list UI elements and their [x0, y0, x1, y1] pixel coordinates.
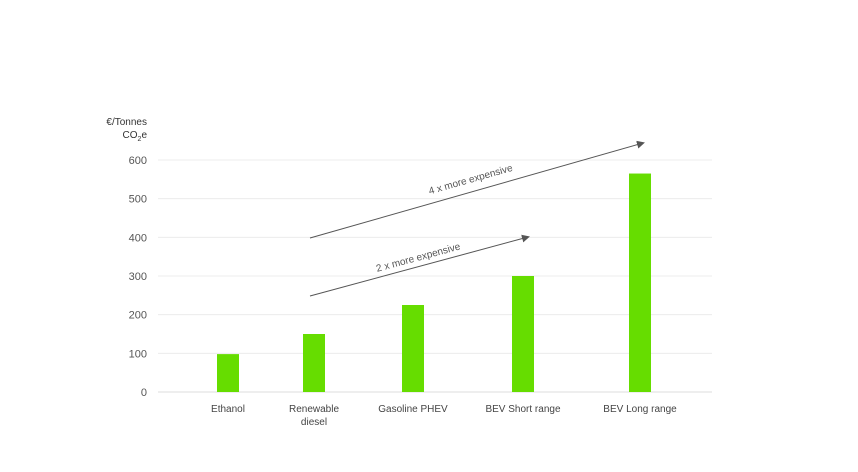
y-tick-label: 0	[141, 387, 147, 399]
y-tick-label: 500	[129, 194, 147, 206]
y-axis-label-line2: CO2e	[123, 130, 148, 143]
y-tick-label: 100	[129, 348, 147, 360]
x-tick-label: BEV Short range	[485, 404, 560, 415]
bar	[512, 276, 534, 392]
x-tick-label: Renewable diesel	[289, 404, 339, 428]
gridlines	[158, 159, 712, 393]
x-axis-labels: Ethanol Renewable diesel Gasoline PHEV BEV S…	[211, 404, 677, 428]
trend-arrow	[309, 234, 530, 297]
y-tick-label: 300	[129, 271, 147, 283]
x-tick-label: Ethanol	[211, 404, 245, 415]
x-tick-label: Gasoline PHEV	[378, 404, 448, 415]
bar	[629, 173, 651, 392]
y-tick-label: 400	[129, 232, 147, 244]
y-tick-label: 600	[129, 155, 147, 167]
bar	[217, 354, 239, 392]
x-tick-label: BEV Long range	[603, 404, 677, 415]
bar	[402, 305, 424, 392]
bars	[217, 173, 651, 392]
y-tick-label: 200	[129, 310, 147, 322]
bar	[303, 334, 325, 392]
trend-arrow	[309, 140, 645, 239]
y-axis-ticks: 0 100 200 300 400 500 600	[129, 155, 147, 399]
y-axis-label-line1: €/Tonnes	[106, 117, 147, 128]
